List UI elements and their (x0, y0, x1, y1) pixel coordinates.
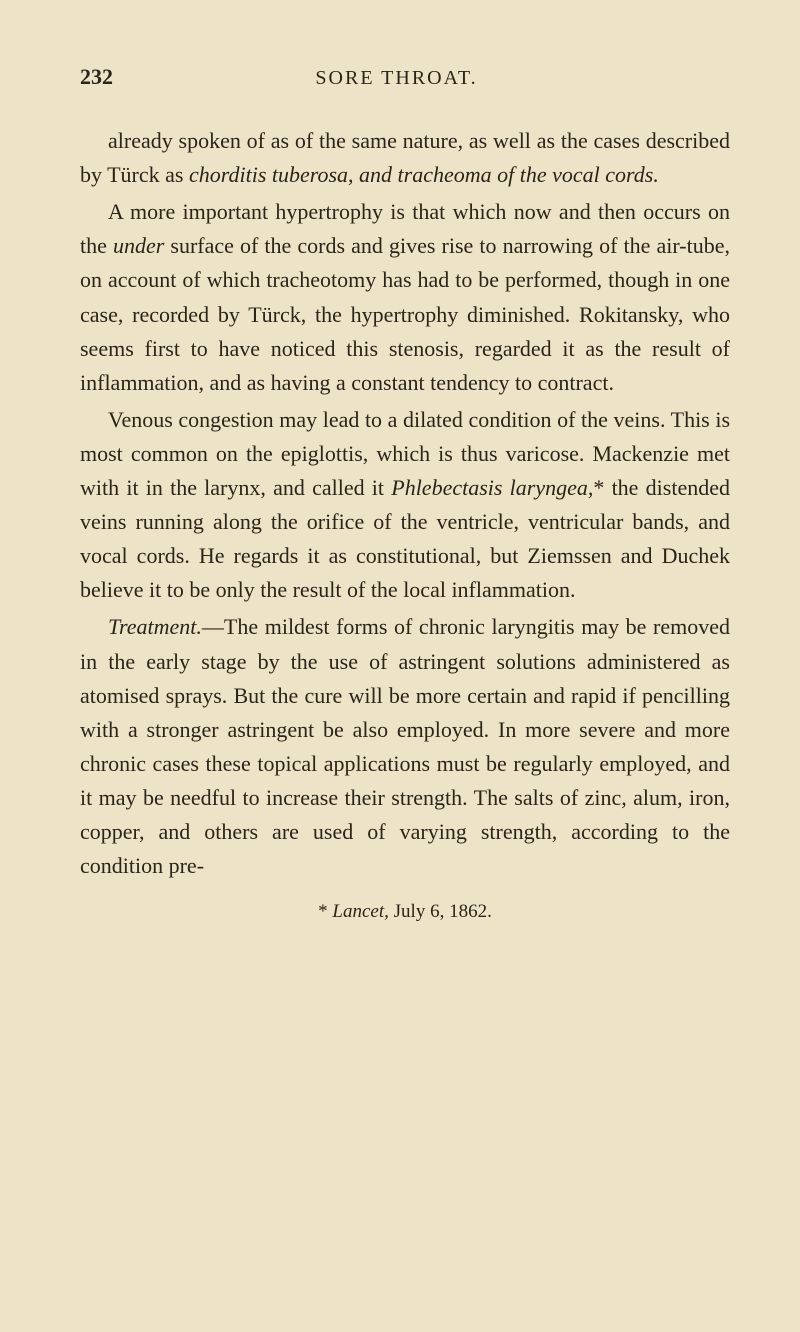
italic-text: Treatment. (108, 614, 202, 639)
paragraph-4: Treatment.—The mildest forms of chronic … (80, 610, 730, 883)
page-header: 232 SORE THROAT. (80, 60, 730, 94)
text-span: —The mildest forms of chronic laryngitis… (80, 614, 730, 878)
page-number: 232 (80, 60, 113, 94)
footnote-rest: July 6, 1862. (389, 901, 492, 922)
footnote-marker: * (318, 901, 332, 922)
italic-text: Phlebectasis laryngea, (391, 475, 593, 500)
paragraph-3: Venous congestion may lead to a dilated … (80, 403, 730, 608)
paragraph-2: A more important hypertrophy is that whi… (80, 195, 730, 400)
paragraph-1: already spoken of as of the same nature,… (80, 124, 730, 192)
text-span: surface of the cords and gives rise to n… (80, 233, 730, 394)
italic-text: chorditis tuberosa, and tracheoma of the… (189, 162, 659, 187)
footnote-italic: Lancet, (332, 901, 388, 922)
footnote: * Lancet, July 6, 1862. (80, 897, 730, 926)
page-container: 232 SORE THROAT. already spoken of as of… (0, 0, 800, 977)
running-title: SORE THROAT. (113, 63, 680, 94)
italic-text: under (113, 233, 164, 258)
body-text: already spoken of as of the same nature,… (80, 124, 730, 883)
